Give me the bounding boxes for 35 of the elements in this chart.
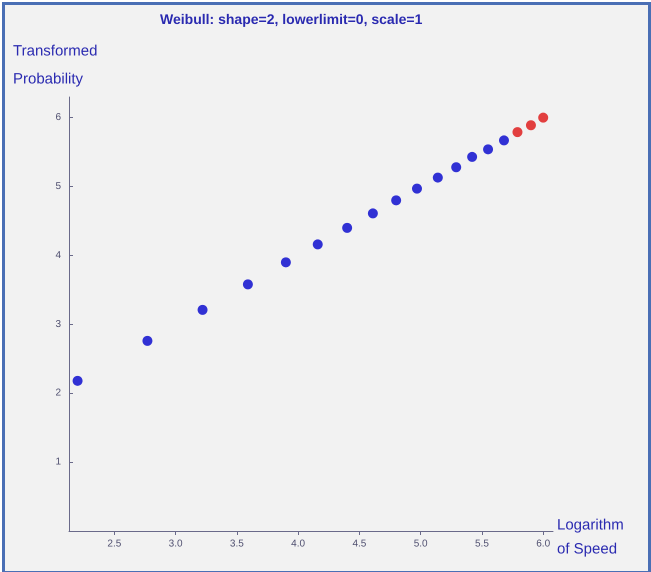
- x-tick-label: 6.0: [536, 538, 551, 550]
- x-tick-label: 2.5: [107, 538, 122, 550]
- x-tick-label: 4.0: [291, 538, 306, 550]
- point: [342, 222, 352, 233]
- point: [432, 172, 443, 183]
- x-tick-label: 3.5: [230, 538, 244, 550]
- y-tick-label: 5: [55, 181, 62, 192]
- chart-title: Weibull: shape=2, lowerlimit=0, scale=1: [160, 11, 423, 27]
- y-tick-label: 1: [55, 456, 62, 468]
- point: [512, 127, 522, 138]
- y-tick-label: 3: [55, 318, 62, 330]
- y-tick-label: 6: [55, 112, 62, 124]
- point: [391, 195, 402, 206]
- point: [451, 162, 462, 172]
- point: [198, 304, 208, 315]
- y-axis-title: Transformed Probability: [13, 42, 102, 88]
- x-tick-label: 5.5: [474, 538, 490, 550]
- y-tick-label: 4: [55, 250, 62, 261]
- y-tick-label: 2: [55, 388, 62, 399]
- point: [526, 120, 536, 130]
- x-tick-label: 4.5: [352, 538, 367, 550]
- point: [483, 144, 494, 154]
- x-tick-label: 5.0: [414, 538, 428, 550]
- point: [280, 257, 291, 268]
- point: [467, 152, 478, 162]
- x-axis-title: Logarithm of Speed: [557, 516, 628, 558]
- point: [142, 336, 152, 346]
- point: [242, 279, 253, 290]
- point: [499, 135, 509, 146]
- point: [72, 376, 83, 386]
- x-tick-label: 3.0: [168, 538, 183, 550]
- point: [312, 239, 323, 250]
- point: [412, 184, 422, 194]
- point: [368, 208, 378, 218]
- point: [538, 112, 548, 123]
